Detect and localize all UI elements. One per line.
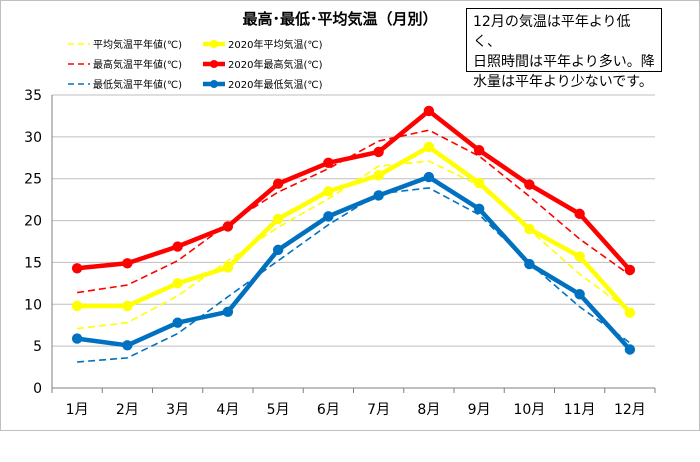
legend-marker (210, 80, 218, 88)
legend-entry: 2020年最低気温(℃) (203, 78, 323, 91)
data-point (272, 178, 284, 189)
y-tick-label: 0 (33, 381, 42, 397)
legend-entry: 最高気温平年値(℃) (68, 58, 182, 71)
data-point (524, 258, 535, 270)
x-tick-label: 11月 (564, 402, 596, 418)
data-point (172, 241, 183, 252)
series-normal-2 (77, 129, 631, 294)
data-point (473, 177, 485, 189)
data-point (423, 141, 435, 153)
data-point (172, 317, 183, 328)
legend-marker (210, 40, 218, 48)
y-tick-label: 15 (24, 255, 42, 271)
data-point (172, 278, 183, 289)
data-point (373, 146, 384, 158)
data-point (524, 223, 535, 235)
legend-marker (210, 60, 218, 68)
legend-label: 平均気温平年値(℃) (93, 38, 182, 51)
data-point (71, 300, 83, 312)
legend: 平均気温平年値(℃) 2020年平均気温(℃) 最高気温平年値(℃) 2020年最高気… (68, 38, 323, 91)
y-tick-label: 20 (24, 214, 42, 230)
legend-label: 最高気温平年値(℃) (93, 58, 182, 71)
x-axis: 1月 2月 3月 4月 5月 6月 7月 8月 9月 10月 11月 12月 (51, 388, 656, 418)
x-tick-label: 7月 (367, 402, 390, 418)
series-line-dashed (77, 129, 631, 294)
data-point (373, 170, 384, 181)
annotation-line-2: 日照時間は平年より多い。降 (473, 54, 655, 70)
x-tick-label: 6月 (317, 402, 340, 418)
legend-label: 2020年最低気温(℃) (228, 78, 323, 91)
x-tick-label: 1月 (66, 402, 89, 418)
data-point (323, 211, 334, 222)
data-point (574, 289, 585, 300)
data-point (122, 258, 133, 269)
grid (52, 94, 655, 389)
data-point (624, 344, 636, 355)
y-tick-label: 25 (24, 172, 42, 188)
annotation-line-3: 水量は平年より少ないです。 (473, 74, 653, 90)
series-year2020-5 (71, 171, 636, 355)
series-line (76, 108, 632, 272)
series-line (77, 144, 632, 315)
x-tick-label: 9月 (468, 402, 491, 418)
data-point (423, 171, 435, 183)
annotation-line-1: 12月の気温は平年より低く、 (473, 14, 631, 50)
x-tick-label: 8月 (417, 402, 440, 418)
data-point (624, 264, 636, 276)
data-point (272, 213, 284, 225)
x-tick-label: 3月 (166, 402, 189, 418)
data-point (122, 300, 133, 312)
series-group (71, 105, 636, 363)
series-line (76, 174, 632, 352)
y-tick-label: 30 (24, 130, 42, 146)
x-tick-label: 4月 (216, 402, 239, 418)
y-tick-label: 10 (24, 297, 42, 313)
legend-entry: 平均気温平年値(℃) (68, 38, 182, 51)
y-tick-label: 5 (33, 339, 42, 355)
data-point (71, 263, 83, 274)
data-point (373, 190, 384, 201)
x-tick-label: 5月 (267, 402, 290, 418)
legend-entry: 2020年平均気温(℃) (203, 38, 323, 51)
data-point (524, 179, 535, 190)
data-point (574, 251, 585, 262)
series-year2020-3 (71, 105, 636, 276)
y-axis: 0 5 10 15 20 25 30 35 (24, 88, 53, 397)
series-year2020-1 (71, 141, 636, 318)
annotation-box: 12月の気温は平年より低く、 日照時間は平年より多い。降 水量は平年より少ないで… (466, 8, 662, 90)
chart-title: 最高･最低･平均気温（月別） (242, 10, 437, 28)
data-point (473, 203, 485, 215)
data-point (574, 208, 585, 220)
data-point (122, 340, 133, 351)
y-tick-label: 35 (24, 88, 42, 104)
data-point (624, 307, 636, 318)
data-point (272, 244, 284, 256)
legend-entry: 最低気温平年値(℃) (68, 78, 182, 91)
x-tick-label: 2月 (116, 402, 139, 418)
data-point (423, 105, 435, 117)
legend-label: 最低気温平年値(℃) (93, 78, 182, 91)
data-point (323, 186, 334, 197)
x-tick-label: 12月 (614, 402, 646, 418)
legend-entry: 2020年最高気温(℃) (203, 58, 323, 71)
data-point (71, 333, 83, 344)
data-point (323, 157, 334, 169)
data-point (222, 262, 234, 273)
legend-label: 2020年平均気温(℃) (228, 38, 323, 51)
series-normal-0 (77, 160, 631, 330)
data-point (222, 306, 234, 318)
x-tick-label: 10月 (513, 402, 545, 418)
data-point (222, 221, 234, 232)
legend-label: 2020年最高気温(℃) (228, 58, 323, 71)
data-point (473, 145, 485, 156)
series-line-dashed (77, 160, 631, 330)
